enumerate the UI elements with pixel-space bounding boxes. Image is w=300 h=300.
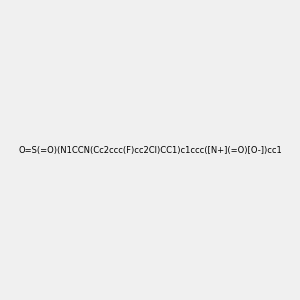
Text: O=S(=O)(N1CCN(Cc2ccc(F)cc2Cl)CC1)c1ccc([N+](=O)[O-])cc1: O=S(=O)(N1CCN(Cc2ccc(F)cc2Cl)CC1)c1ccc([…	[18, 146, 282, 154]
